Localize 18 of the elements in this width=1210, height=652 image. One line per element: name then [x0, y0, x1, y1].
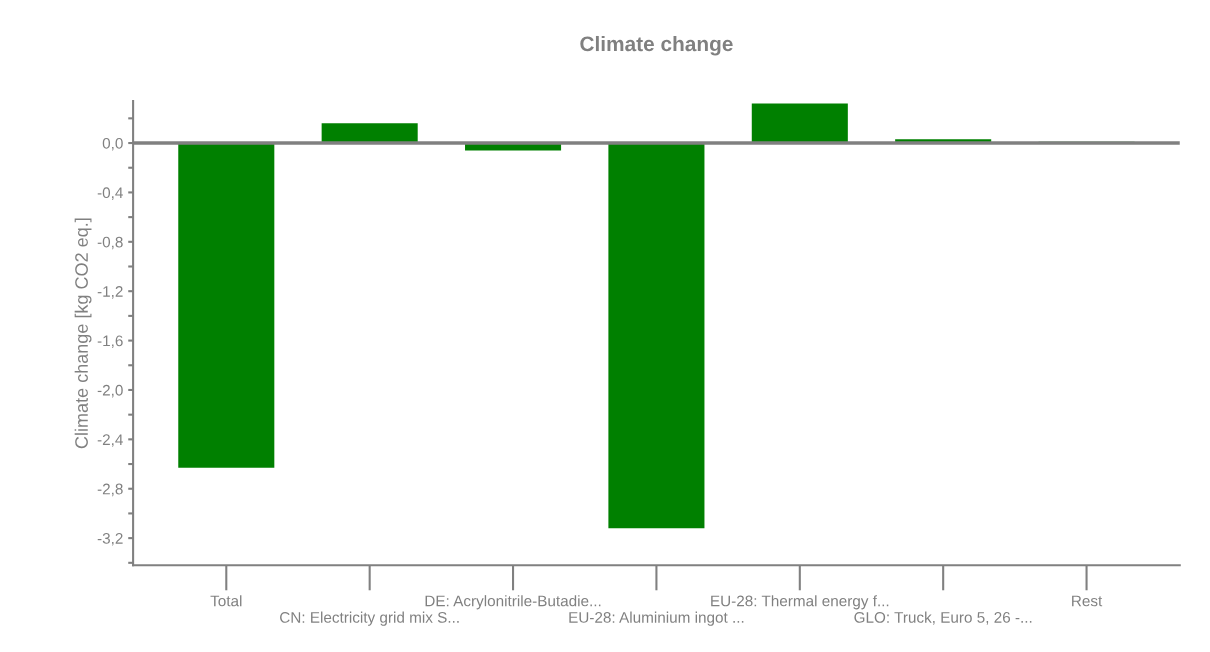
y-tick-label: -2,8	[97, 483, 123, 497]
x-tick-label: DE: Acrylonitrile-Butadie...	[425, 595, 601, 610]
y-tick-label: -1,2	[97, 286, 123, 299]
chart-title: Climate change	[580, 35, 733, 56]
y-tick-label: -2,4	[97, 434, 123, 447]
y-tick-label: -0,8	[97, 236, 123, 250]
y-tick-label: -2,0	[97, 384, 123, 398]
y-tick-label: 0,0	[102, 137, 123, 151]
x-tick-label: Total	[210, 595, 242, 607]
y-tick-label: -1,6	[97, 335, 123, 349]
y-tick-label: -3,2	[97, 532, 123, 546]
y-tick-label: -0,4	[97, 187, 123, 200]
x-tick-label: Rest	[1072, 595, 1103, 607]
x-tick-label: EU-28: Thermal energy f...	[711, 595, 889, 610]
x-tick-label: GLO: Truck, Euro 5, 26 -...	[854, 611, 1032, 625]
y-axis-title: Climate change [kg CO2 eq.]	[74, 218, 92, 449]
x-tick-label: CN: Electricity grid mix S...	[280, 611, 459, 626]
x-tick-label: EU-28: Aluminium ingot ...	[569, 611, 744, 626]
